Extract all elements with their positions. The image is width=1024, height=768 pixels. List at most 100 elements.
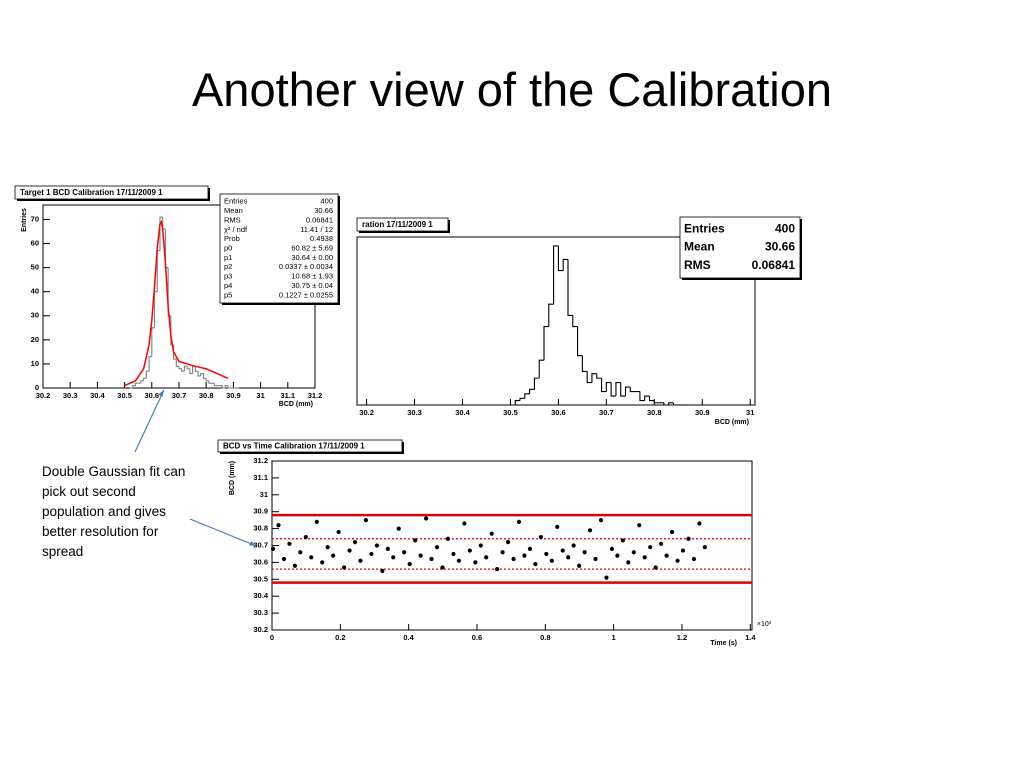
y-tick-label: 30 [31, 311, 39, 320]
histogram-bin [202, 373, 207, 379]
x-tick-label: 1.2 [677, 633, 687, 642]
stats-value: 11.41 / 12 [300, 225, 333, 234]
data-point [374, 543, 379, 548]
x-tick-label: 30.6 [551, 408, 566, 417]
histogram-bin [175, 359, 179, 367]
x-tick-label: 30.2 [36, 391, 51, 400]
histogram-bin [151, 327, 155, 357]
slide-title: Another view of the Calibration [191, 63, 833, 116]
x-tick-label: 30.4 [455, 408, 470, 417]
histogram-bin [514, 399, 521, 405]
stats-label: p3 [224, 272, 232, 281]
data-point [369, 551, 374, 557]
histogram-bin [591, 373, 597, 383]
data-point [462, 521, 467, 526]
x-tick-label: 31.1 [280, 391, 295, 400]
x-axis-label: BCD (mm) [279, 401, 313, 408]
histogram-bin [140, 380, 144, 384]
y-tick-label: 30.4 [253, 591, 268, 600]
y-tick-label: 30.3 [253, 608, 268, 617]
chart-title: Target 1 BCD Calibration 17/11/2009 1 [20, 188, 163, 197]
histogram-bin [533, 377, 540, 390]
data-point [396, 526, 401, 531]
histogram-bin [197, 371, 201, 377]
title-box [217, 439, 403, 453]
x-tick-label: 1 [612, 633, 616, 642]
data-point [489, 531, 494, 536]
data-point [642, 555, 647, 560]
histogram-bin [553, 245, 559, 305]
y-tick-label: 30.2 [253, 625, 268, 634]
stats-box [219, 193, 339, 304]
data-point [577, 563, 582, 568]
histogram-bin [208, 380, 212, 384]
data-point [527, 546, 533, 551]
data-point [505, 540, 511, 545]
data-point [434, 545, 440, 550]
stats-value: 0.0337 ± 0.0034 [279, 262, 333, 271]
x-axis-label: BCD (mm) [715, 419, 749, 426]
x-tick-label: 31 [256, 391, 264, 400]
data-point [516, 519, 522, 524]
histogram-bin [213, 383, 218, 387]
data-point [560, 548, 565, 553]
histogram-bin [648, 396, 655, 402]
stats-label: p5 [224, 290, 232, 299]
y-axis-label: BCD (mm) [229, 461, 236, 495]
arrow [134, 389, 165, 453]
chart-title: ration 17/11/2009 1 [362, 220, 433, 229]
data-point [347, 548, 352, 553]
data-point [325, 545, 330, 550]
x-tick-label: 30.8 [199, 391, 214, 400]
data-point [309, 555, 314, 560]
histogram-bin [159, 216, 163, 251]
histogram-bin [663, 402, 669, 406]
data-point [609, 546, 615, 551]
histogram-bin [205, 378, 209, 382]
data-point [287, 541, 292, 546]
histogram-bin [186, 366, 190, 370]
data-point [495, 567, 500, 572]
histogram-bin [567, 259, 573, 316]
stats-label: RMS [684, 258, 711, 272]
histogram-bin [183, 365, 188, 372]
data-point [620, 538, 625, 543]
x-tick-label: 0.6 [472, 633, 482, 642]
title-box [14, 185, 209, 200]
data-point [413, 538, 418, 543]
y-tick-label: 50 [31, 263, 39, 272]
data-point [363, 518, 369, 523]
data-point [314, 519, 319, 524]
x-tick-label: 30.6 [144, 391, 159, 400]
data-point [593, 556, 598, 562]
data-point [380, 568, 385, 573]
data-point [659, 541, 664, 546]
annotation: Double Gaussian fit can pick out second … [42, 464, 186, 559]
histogram-bin [529, 388, 535, 394]
histogram-bin [548, 303, 554, 327]
stats-value: 10.68 ± 1.93 [291, 272, 333, 281]
histogram-bin [145, 370, 150, 379]
data-point [675, 558, 680, 563]
histogram-bin [189, 368, 193, 375]
y-tick-label: 70 [31, 214, 39, 223]
plot-frame [271, 460, 753, 631]
histogram-bin [581, 355, 588, 372]
x-tick-label: 1.4 [745, 633, 756, 642]
histogram-bin [639, 391, 645, 402]
histogram-bin [572, 315, 578, 328]
y-tick-label: 30.6 [253, 557, 268, 566]
stats-box [679, 216, 801, 279]
x-tick-label: 30.3 [63, 391, 78, 400]
y-tick-label: 31 [260, 490, 268, 499]
stats-value: 0.1227 ± 0.0255 [279, 290, 333, 299]
y-tick-label: 30.5 [253, 574, 268, 583]
data-point [691, 556, 697, 562]
data-point [391, 555, 396, 560]
histogram-bin [620, 382, 626, 397]
data-point [341, 565, 347, 570]
histogram-bin [200, 373, 204, 376]
data-point [626, 560, 631, 565]
data-point [500, 550, 505, 555]
